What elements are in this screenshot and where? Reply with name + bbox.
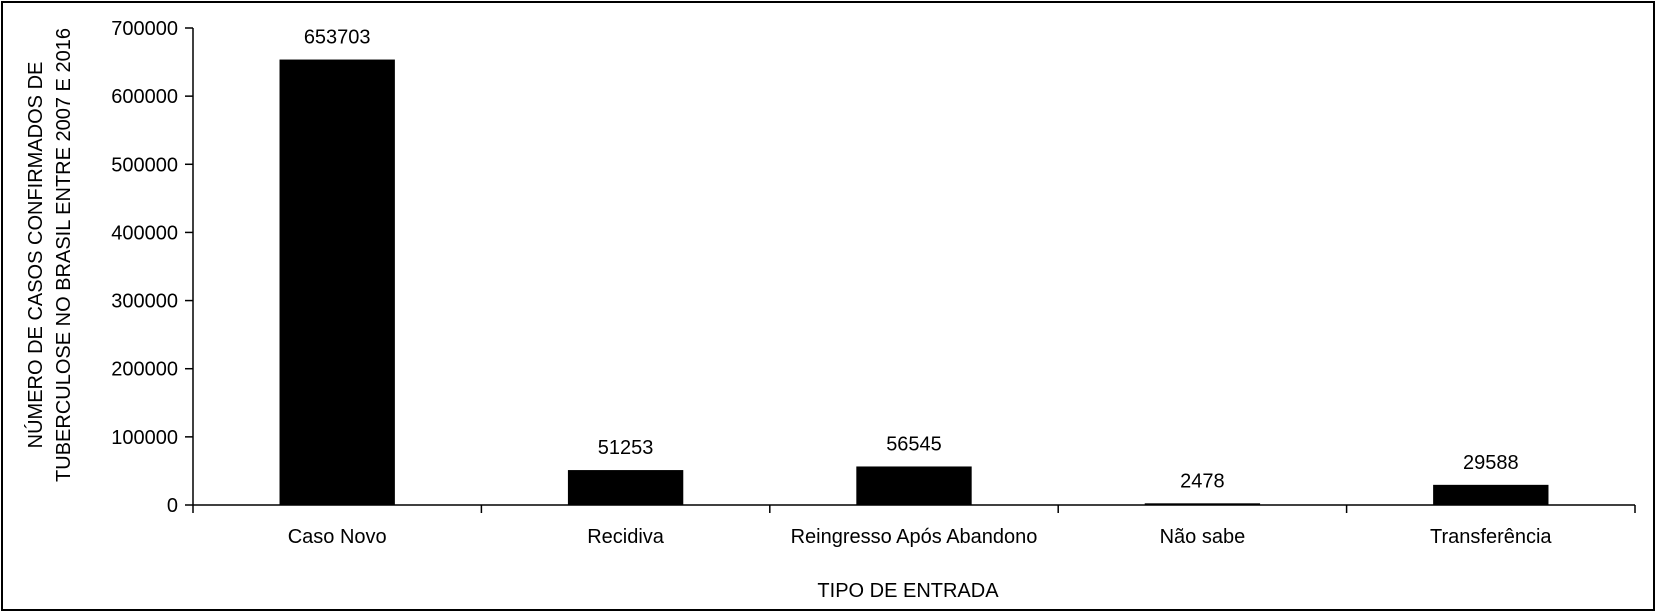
x-axis-label: TIPO DE ENTRADA	[817, 580, 999, 602]
y-tick-label: 700000	[111, 18, 178, 40]
x-tick-label: Não sabe	[1160, 526, 1246, 548]
y-tick-label: 0	[167, 495, 178, 517]
bar	[567, 470, 684, 505]
data-label: 51253	[598, 437, 654, 459]
bar	[1433, 484, 1549, 505]
x-tick-label: Reingresso Após Abandono	[791, 526, 1038, 548]
x-tick-label: Recidiva	[587, 526, 665, 548]
y-axis-label-line-1: NÚMERO DE CASOS CONFIRMADOS DE	[24, 62, 47, 449]
y-tick-label: 100000	[111, 427, 178, 449]
y-tick-label: 200000	[111, 359, 178, 381]
y-axis-label-line-2: TUBERCULOSE NO BRASIL ENTRE 2007 E 2016	[53, 28, 75, 482]
bar	[1144, 503, 1261, 505]
data-label: 2478	[1180, 470, 1225, 492]
x-tick-label: Transferência	[1430, 526, 1552, 548]
bar	[279, 59, 395, 506]
data-label: 56545	[886, 433, 942, 455]
y-tick-label: 600000	[111, 86, 178, 108]
x-tick-label: Caso Novo	[288, 526, 387, 548]
bar	[856, 466, 972, 505]
data-label: 653703	[304, 27, 371, 49]
y-tick-label: 400000	[111, 222, 178, 244]
y-tick-label: 500000	[111, 154, 178, 176]
y-tick-label: 300000	[111, 291, 178, 313]
y-axis-label: NÚMERO DE CASOS CONFIRMADOS DE TUBERCULO…	[24, 28, 75, 482]
data-label: 29588	[1463, 452, 1519, 474]
